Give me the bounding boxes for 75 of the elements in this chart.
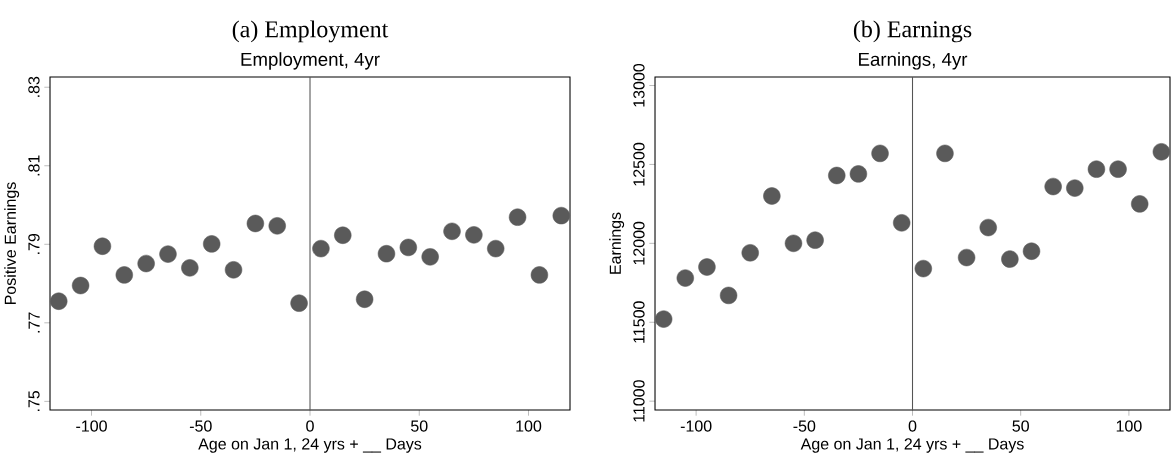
x-tick-label: 0	[908, 420, 917, 432]
point	[1087, 160, 1106, 178]
y-tick-label: .75	[28, 390, 40, 412]
point	[676, 269, 694, 287]
x-tick-label: 50	[411, 420, 428, 432]
y-tick-label: 11500	[633, 301, 645, 343]
point	[224, 261, 243, 279]
point	[137, 254, 155, 273]
point	[508, 208, 527, 226]
y-tick-label: .79	[28, 233, 40, 254]
point	[290, 294, 308, 312]
y-tick-label: .83	[28, 76, 40, 97]
point	[71, 276, 90, 295]
point	[487, 239, 505, 258]
point	[957, 248, 976, 267]
point	[871, 144, 889, 163]
point	[246, 214, 265, 233]
point	[1044, 177, 1062, 196]
point	[181, 259, 199, 277]
chart-title: (a) Employment	[232, 20, 389, 43]
point	[268, 217, 286, 235]
y-axis-title: Positive Earnings	[4, 182, 20, 304]
point	[936, 144, 954, 163]
x-tick-label: -100	[76, 420, 107, 432]
point	[334, 226, 352, 244]
point	[443, 222, 461, 240]
point	[763, 187, 781, 205]
y-tick-label: .81	[28, 155, 40, 176]
chart-subtitle: Earnings, 4yr	[859, 52, 968, 70]
point	[784, 234, 803, 253]
point	[93, 237, 112, 255]
chart-title: (b) Earnings	[853, 20, 972, 43]
point	[50, 292, 68, 310]
point	[1109, 160, 1127, 178]
x-tick-label: -50	[189, 420, 212, 432]
x-tick-label: -100	[680, 420, 712, 432]
y-axis-title: Earnings	[609, 212, 625, 274]
point	[893, 214, 911, 232]
point	[719, 286, 738, 305]
chart-subtitle: Employment, 4yr	[241, 52, 380, 70]
point	[552, 206, 570, 225]
point	[828, 166, 846, 185]
point	[530, 266, 549, 284]
point	[115, 266, 133, 284]
x-axis-title: Age on Jan 1, 24 yrs + __ Days	[800, 438, 1024, 453]
point	[355, 290, 374, 308]
point	[1066, 179, 1084, 197]
x-tick-label: -50	[793, 420, 816, 432]
point	[806, 231, 824, 249]
x-tick-label: 100	[516, 420, 542, 432]
point	[654, 310, 673, 328]
point	[914, 259, 932, 278]
point	[377, 245, 396, 263]
point	[312, 239, 330, 258]
point	[698, 258, 716, 276]
point	[1131, 195, 1149, 213]
point	[203, 235, 221, 253]
x-tick-label: 100	[1116, 420, 1142, 432]
point	[741, 244, 759, 262]
point	[399, 238, 417, 257]
point	[979, 218, 997, 237]
x-tick-label: 50	[1012, 420, 1029, 432]
y-tick-label: 12000	[633, 221, 645, 265]
point	[421, 248, 439, 266]
point	[159, 245, 177, 263]
y-tick-label: 11000	[633, 380, 645, 422]
y-tick-label: .77	[28, 312, 40, 333]
y-tick-label: 13000	[633, 63, 645, 107]
x-axis-title: Age on Jan 1, 24 yrs + __ Days	[198, 438, 422, 453]
x-tick-label: 0	[306, 420, 314, 432]
point	[465, 226, 483, 244]
point	[1001, 250, 1019, 268]
y-tick-label: 12500	[633, 142, 645, 186]
point	[849, 165, 868, 183]
point	[1022, 242, 1041, 260]
